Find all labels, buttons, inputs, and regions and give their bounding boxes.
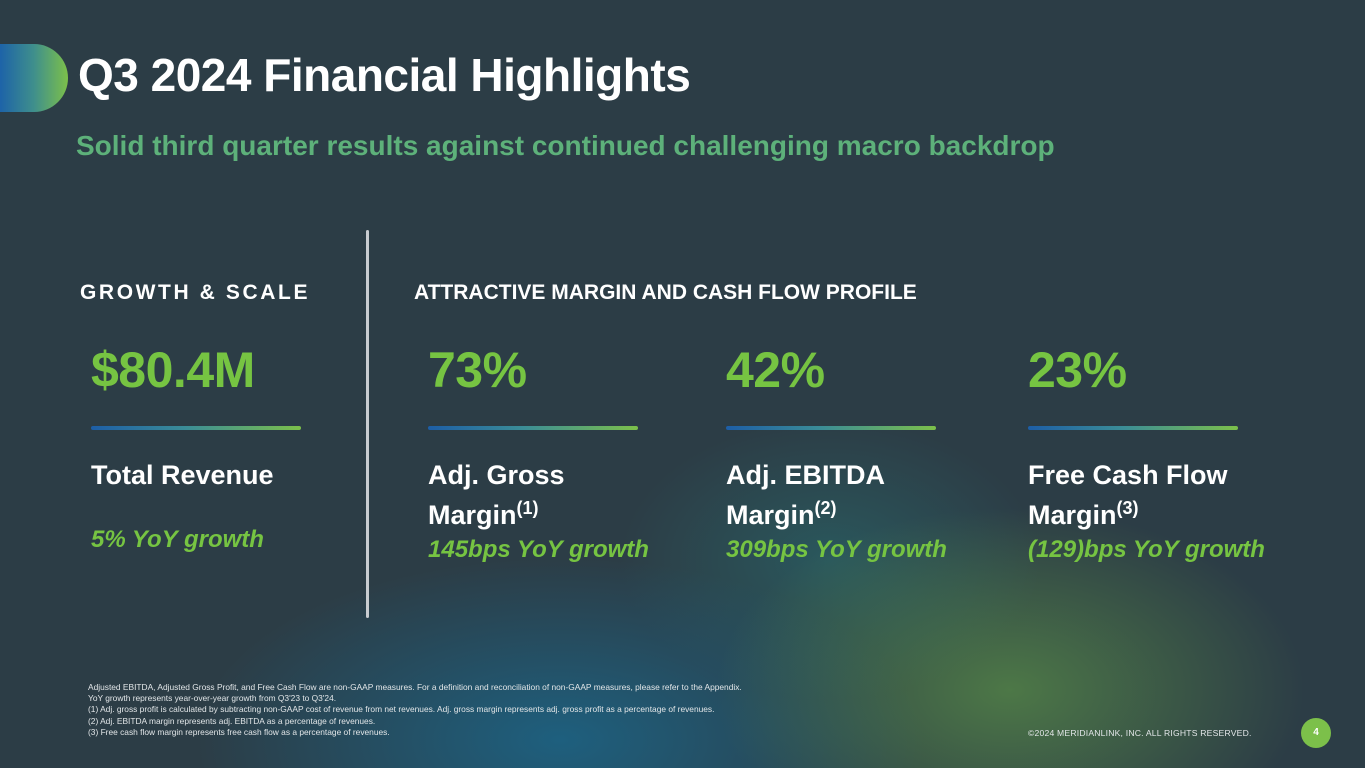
metric-growth: (129)bps YoY growth xyxy=(1028,536,1265,563)
metric-underline xyxy=(428,426,638,430)
metric-label-line1: Adj. EBITDA xyxy=(726,460,885,490)
metric-free-cash-flow-margin: 23% Free Cash Flow Margin(3) (129)bps Yo… xyxy=(1028,345,1328,565)
metric-value: 23% xyxy=(1028,342,1127,398)
metric-label: Free Cash Flow Margin(3) xyxy=(1028,455,1328,535)
section-heading-margin: ATTRACTIVE MARGIN AND CASH FLOW PROFILE xyxy=(414,281,917,304)
metric-value: 42% xyxy=(726,342,825,398)
footnote-line: (2) Adj. EBITDA margin represents adj. E… xyxy=(88,715,376,726)
brand-tab-shape xyxy=(0,44,68,112)
metric-label-line2: Margin xyxy=(428,500,517,530)
metric-label-line2: Margin xyxy=(726,500,815,530)
metric-adj-ebitda-margin: 42% Adj. EBITDA Margin(2) 309bps YoY gro… xyxy=(726,345,1026,565)
section-divider xyxy=(366,230,369,618)
metric-label: Total Revenue xyxy=(91,455,391,495)
page-number-badge: 4 xyxy=(1301,718,1331,748)
footnote-line: Adjusted EBITDA, Adjusted Gross Profit, … xyxy=(88,682,742,692)
footnote-line: (1) Adj. gross profit is calculated by s… xyxy=(88,704,715,715)
metric-total-revenue: $80.4M Total Revenue 5% YoY growth xyxy=(91,345,391,555)
metric-label-line1: Adj. Gross xyxy=(428,460,565,490)
footnote-ref: (3) xyxy=(1116,498,1139,518)
metric-label-line1: Total Revenue xyxy=(91,460,274,490)
page-title: Q3 2024 Financial Highlights xyxy=(78,49,691,101)
metric-label: Adj. Gross Margin(1) xyxy=(428,455,728,535)
metric-underline xyxy=(1028,426,1238,430)
footnote-ref: (1) xyxy=(516,498,539,518)
footnote-ref: (2) xyxy=(814,498,837,518)
section-heading-growth: GROWTH & SCALE xyxy=(80,281,311,304)
metric-growth: 5% YoY growth xyxy=(91,526,264,553)
metric-label-line1: Free Cash Flow xyxy=(1028,460,1228,490)
metric-growth: 145bps YoY growth xyxy=(428,536,649,563)
copyright-notice: ©2024 MERIDIANLINK, INC. ALL RIGHTS RESE… xyxy=(1028,728,1252,738)
metric-value: $80.4M xyxy=(91,342,255,398)
metric-adj-gross-margin: 73% Adj. Gross Margin(1) 145bps YoY grow… xyxy=(428,345,728,565)
metric-underline xyxy=(726,426,936,430)
metric-value: 73% xyxy=(428,342,527,398)
footnote-line: YoY growth represents year-over-year gro… xyxy=(88,693,337,704)
footnotes: Adjusted EBITDA, Adjusted Gross Profit, … xyxy=(88,682,908,738)
metric-label: Adj. EBITDA Margin(2) xyxy=(726,455,1026,535)
page-subtitle: Solid third quarter results against cont… xyxy=(76,130,1055,161)
metric-underline xyxy=(91,426,301,430)
metric-label-line2: Margin xyxy=(1028,500,1117,530)
metric-growth: 309bps YoY growth xyxy=(726,536,947,563)
footnote-line: (3) Free cash flow margin represents fre… xyxy=(88,726,390,737)
